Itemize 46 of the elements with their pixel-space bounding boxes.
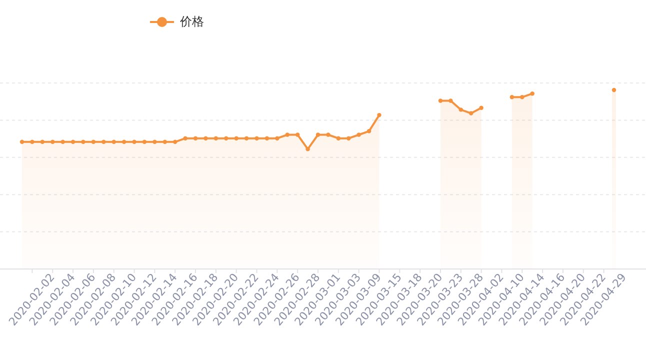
point [306,146,310,152]
point [295,132,300,137]
point [336,136,341,140]
point [356,132,361,137]
point [30,140,34,144]
point [193,136,198,140]
point [152,140,157,144]
point [448,98,453,103]
point [91,140,96,144]
point [458,108,464,112]
point [285,132,290,137]
point [81,140,86,144]
point [214,136,218,140]
point [40,140,45,144]
point [60,140,65,144]
point [326,132,330,137]
point [183,136,188,140]
point [612,88,616,92]
point [70,140,76,144]
point [142,140,147,144]
point [254,136,259,140]
point [468,111,474,116]
point [510,95,514,100]
point [132,140,136,144]
point [264,136,270,140]
point [20,140,24,144]
point [438,98,443,103]
point [234,136,238,140]
point [50,140,55,144]
point [316,132,320,137]
point [366,129,372,134]
point [479,106,484,110]
point [244,136,249,140]
point [172,140,178,144]
point [102,140,106,144]
point [122,140,126,144]
point [162,140,168,144]
point [204,136,208,140]
point [530,91,534,96]
point [520,95,524,100]
legend-label: 价格 [179,14,204,28]
point [112,140,116,144]
point [275,136,280,140]
point [224,136,228,140]
point [346,136,351,140]
point [377,112,382,118]
